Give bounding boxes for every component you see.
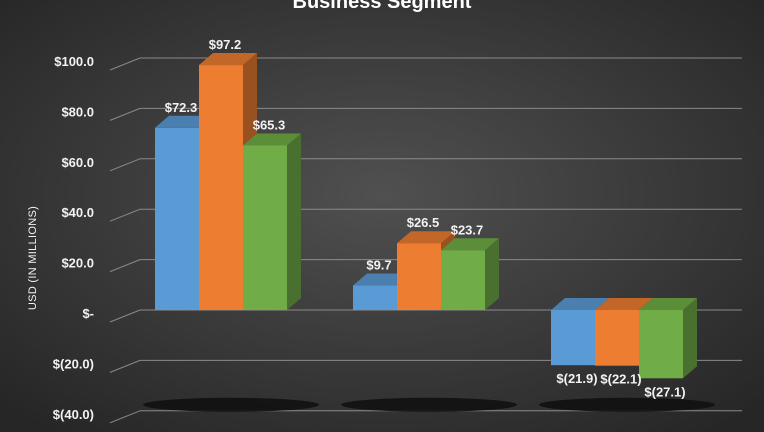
gridline-diag: [109, 410, 141, 424]
floor-shadows: [143, 397, 715, 412]
y-tick-label: $60.0: [61, 155, 94, 170]
gridline-diag: [109, 107, 141, 121]
y-axis-ticks: $100.0 $80.0 $60.0 $40.0 $20.0 $- $(20.0) $(40.…: [53, 54, 94, 422]
chart-title: Business Segment: [293, 0, 472, 13]
data-label: $(21.9): [556, 371, 597, 386]
gridline-diag: [109, 57, 141, 71]
y-tick-label: $40.0: [61, 205, 94, 220]
data-label: $97.2: [209, 37, 242, 52]
gridline-diag: [109, 208, 141, 222]
bar-shadow: [539, 397, 715, 412]
bar: [639, 298, 697, 379]
data-label: $(27.1): [644, 384, 685, 399]
bar-shadow: [341, 397, 517, 412]
y-tick-label: $(40.0): [53, 407, 94, 422]
data-label: $65.3: [253, 117, 286, 132]
y-axis-label: USD (IN MILLIONS): [27, 206, 39, 310]
gridline-diag: [109, 259, 141, 273]
y-tick-label: $(20.0): [53, 356, 94, 371]
data-labels: $72.3 $97.2 $65.3 $9.7 $26.5 $23.7 $(21.9) $(22…: [165, 37, 686, 399]
gridline-diag: [109, 359, 141, 373]
y-tick-label: $20.0: [61, 256, 94, 271]
y-tick-label: $80.0: [61, 104, 94, 119]
data-label: $26.5: [407, 215, 440, 230]
bar-shadow: [143, 397, 319, 412]
y-tick-label: $100.0: [54, 54, 94, 69]
gridline-diag: [109, 309, 141, 323]
data-label: $72.3: [165, 100, 198, 115]
gridline-diag: [109, 158, 141, 172]
bars: [155, 53, 697, 379]
y-tick-label: $-: [82, 306, 94, 321]
bar: [441, 238, 499, 310]
data-label: $9.7: [366, 258, 391, 273]
bar: [243, 133, 301, 310]
data-label: $23.7: [451, 222, 484, 237]
data-label: $(22.1): [600, 372, 641, 387]
